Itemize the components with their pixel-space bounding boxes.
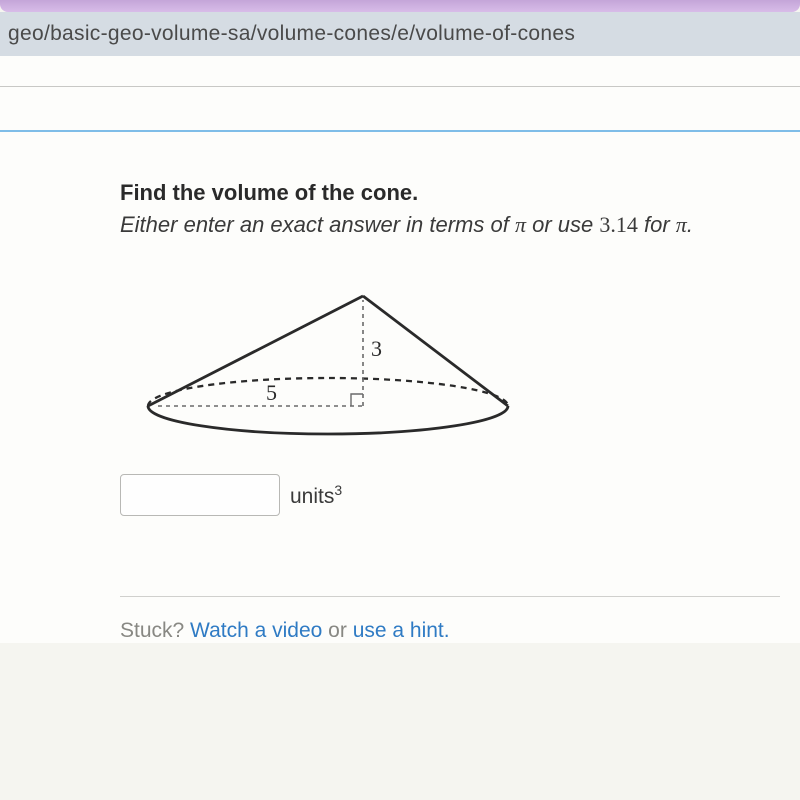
units-exponent: 3 [334, 482, 342, 498]
use-hint-link[interactable]: use a hint. [353, 619, 450, 642]
stuck-or: or [322, 619, 352, 642]
url-bar[interactable]: geo/basic-geo-volume-sa/volume-cones/e/v… [0, 12, 800, 56]
url-path: geo/basic-geo-volume-sa/volume-cones/e/v… [8, 22, 575, 45]
prompt-subtext: Either enter an exact answer in terms of… [120, 212, 800, 238]
content-area: Find the volume of the cone. Either ente… [0, 56, 800, 643]
problem-body: Find the volume of the cone. Either ente… [0, 132, 800, 643]
cone-left-edge [148, 296, 363, 406]
height-label: 3 [371, 336, 382, 361]
prompt-heading: Find the volume of the cone. [120, 180, 800, 206]
ellipse-front [148, 406, 508, 434]
prompt-mid: or use [526, 212, 599, 237]
prompt-post: for [638, 212, 676, 237]
period: . [687, 212, 693, 237]
units-label: units3 [290, 482, 342, 509]
right-angle-marker [351, 394, 363, 406]
section-divider [120, 596, 780, 597]
cone-right-edge [363, 296, 508, 406]
stuck-row: Stuck? Watch a video or use a hint. [120, 619, 800, 643]
pi-approx: 3.14 [599, 212, 638, 237]
ellipse-back [148, 378, 508, 406]
prompt-pre: Either enter an exact answer in terms of [120, 212, 515, 237]
browser-chrome-purple [0, 0, 800, 12]
radius-label: 5 [266, 380, 277, 405]
pi-symbol-1: π [515, 212, 526, 237]
answer-input[interactable] [120, 474, 280, 516]
watch-video-link[interactable]: Watch a video [190, 619, 322, 642]
stuck-prefix: Stuck? [120, 619, 190, 642]
units-text: units [290, 485, 334, 508]
cone-diagram: 5 3 [128, 286, 548, 446]
answer-row: units3 [120, 474, 800, 516]
pi-symbol-2: π [676, 212, 687, 237]
divider-thin [0, 86, 800, 87]
